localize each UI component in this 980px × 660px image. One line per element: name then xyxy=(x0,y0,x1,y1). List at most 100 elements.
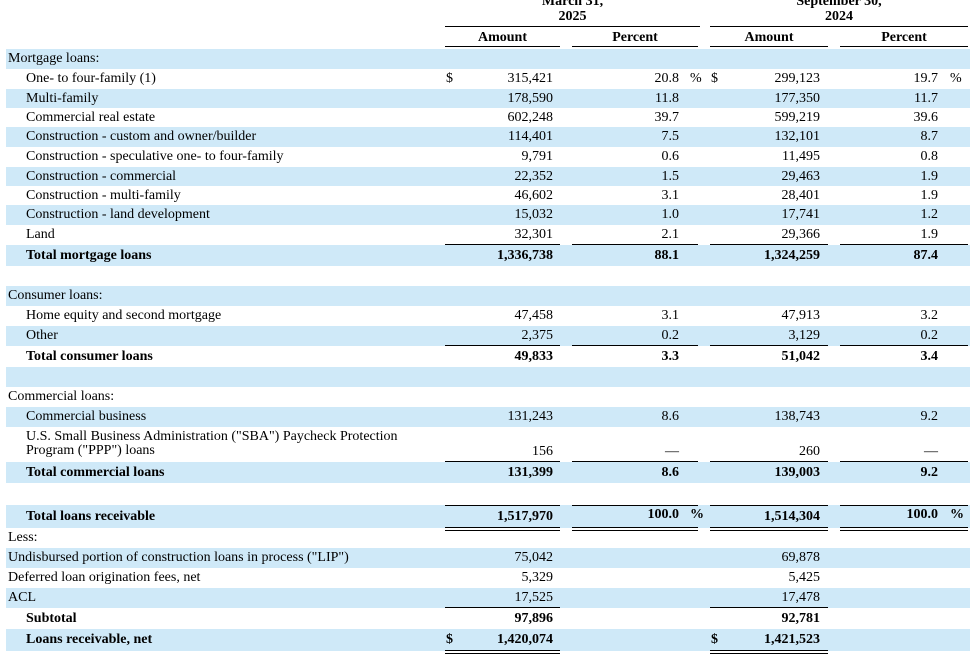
percent-1-value: 8.6 xyxy=(661,465,680,480)
amount-2-value: 1,324,259 xyxy=(764,248,820,263)
table-row: ACL 17,525 17,478 xyxy=(6,588,970,608)
table-row: Less: xyxy=(6,528,970,548)
table-row: Deferred loan origination fees, net 5,329… xyxy=(6,568,970,588)
amount-2-value: 51,042 xyxy=(781,349,821,364)
percent-1-value: 39.7 xyxy=(654,110,680,125)
amount-1-value: 178,590 xyxy=(507,91,554,106)
row-label: Commercial real estate xyxy=(26,110,156,125)
dollar-sign: $ xyxy=(446,632,453,647)
amount-2-value: 17,741 xyxy=(781,207,821,222)
single-rule xyxy=(840,244,968,245)
amount-2-value: 1,421,523 xyxy=(764,632,820,647)
table-row: Construction - multi-family 46,602 3.1 28,4… xyxy=(6,186,970,205)
amount-2-value: 5,425 xyxy=(788,570,821,585)
row-label: Construction - speculative one- to four-… xyxy=(26,149,284,164)
table-row: Other 2,375 0.2 3,129 0.2 xyxy=(6,326,970,346)
row-label: Undisbursed portion of construction loan… xyxy=(8,550,349,565)
percent-1-value: 8.6 xyxy=(661,409,680,424)
percent-sign: % xyxy=(950,71,962,86)
row-label: Deferred loan origination fees, net xyxy=(8,570,201,585)
single-rule xyxy=(840,345,968,346)
period2-underline xyxy=(710,26,968,27)
double-rule xyxy=(572,527,698,531)
percent-sign: % xyxy=(690,507,704,522)
percent-1-value: 2.1 xyxy=(661,227,680,242)
amount2-hdr-rule xyxy=(710,46,828,47)
row-label: Land xyxy=(26,227,55,242)
percent-2-value: 11.7 xyxy=(914,91,938,106)
percent-2-value: 3.2 xyxy=(920,308,939,323)
amount-2-value: 299,123 xyxy=(774,71,821,86)
period1-line2: 2025 xyxy=(558,9,587,24)
percent-2-value: 1.9 xyxy=(920,169,939,184)
amount-2-value: 177,350 xyxy=(774,91,821,106)
amount-2-value: 1,514,304 xyxy=(764,509,820,524)
period1-line1: March 31, xyxy=(541,0,604,9)
amount-1-value: 22,352 xyxy=(514,169,554,184)
percent1-hdr-rule xyxy=(572,46,698,47)
amount-1-value: 47,458 xyxy=(514,308,554,323)
dollar-sign: $ xyxy=(711,71,718,86)
percent-1-value: 3.1 xyxy=(661,188,680,203)
percent-1-value: 11.8 xyxy=(655,91,679,106)
percent-2-value: 19.7 xyxy=(913,71,939,86)
table-row: Commercial real estate 602,248 39.7 599,219… xyxy=(6,108,970,127)
amount-1-value: 75,042 xyxy=(514,550,554,565)
amount-1-value: 114,401 xyxy=(508,129,553,144)
row-label: One- to four-family (1) xyxy=(26,71,156,86)
table-row: U.S. Small Business Administration ("SBA… xyxy=(6,427,970,462)
row-label: Mortgage loans: xyxy=(8,51,100,66)
row-label: Consumer loans: xyxy=(8,288,103,303)
table-row: Total commercial loans 131,399 8.6 139,003 9… xyxy=(6,462,970,483)
dollar-sign: $ xyxy=(711,632,718,647)
amount-1-value: 5,329 xyxy=(521,570,554,585)
percent-sign: % xyxy=(950,507,964,522)
percent-sign: % xyxy=(690,71,702,86)
row-label: Subtotal xyxy=(26,611,77,626)
single-rule xyxy=(710,505,828,506)
amount-2-value: 29,366 xyxy=(781,227,821,242)
percent-2-value: 8.7 xyxy=(920,129,939,144)
amount-1-value: 156 xyxy=(532,444,553,459)
single-rule xyxy=(445,244,560,245)
percent-2-value: 0.2 xyxy=(920,328,939,343)
row-label: U.S. Small Business Administration ("SBA… xyxy=(26,429,398,458)
table-row: Undisbursed portion of construction loan… xyxy=(6,548,970,568)
single-rule xyxy=(710,461,828,462)
percent-1-value: 88.1 xyxy=(654,248,680,263)
single-rule xyxy=(572,244,698,245)
single-rule xyxy=(710,244,828,245)
period2-line1: September 30, xyxy=(796,0,882,9)
blank-band xyxy=(6,367,970,387)
table-row: Consumer loans: xyxy=(6,286,970,306)
table-row: Total loans receivable 1,517,970 100.0 1,51… xyxy=(6,505,970,528)
table-row: One- to four-family (1) 315,421 20.8 299,12… xyxy=(6,69,970,89)
row-label: Other xyxy=(26,328,58,343)
table-row: Total consumer loans 49,833 3.3 51,042 3.4 xyxy=(6,346,970,367)
amount-1-value: 1,420,074 xyxy=(497,632,553,647)
amount1-hdr-rule xyxy=(445,46,560,47)
amount-2-value: 139,003 xyxy=(774,465,821,480)
amount-1-value: 17,525 xyxy=(514,590,554,605)
amount-2-value: 29,463 xyxy=(781,169,821,184)
percent-2-value: 1.2 xyxy=(920,207,939,222)
col-percent-1: Percent xyxy=(612,30,658,45)
row-label: Home equity and second mortgage xyxy=(26,308,222,323)
amount-1-value: 131,399 xyxy=(507,465,554,480)
row-label: Less: xyxy=(8,530,38,545)
table-row: Land 32,301 2.1 29,366 1.9 xyxy=(6,225,970,245)
dollar-sign: $ xyxy=(446,71,453,86)
table-row: Multi-family 178,590 11.8 177,350 11.7 xyxy=(6,89,970,108)
amount-1-value: 1,336,738 xyxy=(497,248,553,263)
percent-2-value: 100.0 xyxy=(906,507,939,522)
amount-1-value: 315,421 xyxy=(507,71,554,86)
row-label: Commercial business xyxy=(26,409,147,424)
col-amount-2: Amount xyxy=(744,30,794,45)
percent-1-value: 0.2 xyxy=(661,328,680,343)
row-label: Loans receivable, net xyxy=(26,632,153,647)
single-rule xyxy=(445,607,560,608)
single-rule xyxy=(572,505,698,506)
amount-1-value: 9,791 xyxy=(521,149,554,164)
period2-header: September 30, 2024 xyxy=(710,0,968,24)
col-percent-2: Percent xyxy=(881,30,927,45)
